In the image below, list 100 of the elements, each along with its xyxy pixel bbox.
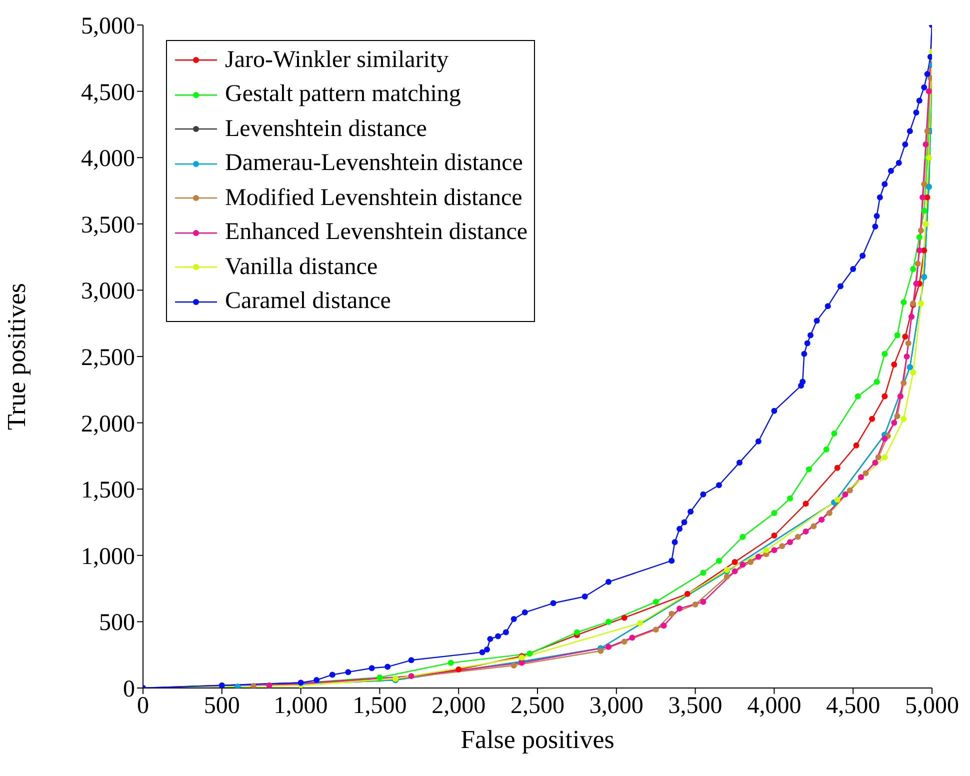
point	[510, 616, 517, 622]
point	[824, 303, 831, 310]
point	[913, 280, 920, 287]
y-tick-label: 2,000	[81, 411, 135, 438]
legend-label: Damerau-Levenshtein distance	[225, 150, 523, 178]
point	[755, 438, 762, 444]
point	[652, 626, 659, 633]
y-tick-label: 3,000	[81, 278, 135, 305]
point	[927, 54, 932, 60]
point	[652, 598, 659, 605]
legend-label: Jaro-Winkler similarity	[225, 46, 449, 74]
point	[456, 666, 462, 672]
point	[916, 247, 922, 254]
point	[800, 378, 806, 385]
point	[910, 369, 916, 376]
point	[918, 300, 924, 306]
point	[916, 98, 922, 104]
point	[368, 665, 375, 672]
y-tick-label: 1,500	[81, 478, 135, 504]
point	[522, 609, 528, 616]
y-axis-title: True positives	[2, 282, 32, 430]
point	[668, 610, 675, 617]
legend-label: Levenshtein distance	[225, 116, 427, 143]
point	[716, 558, 722, 564]
point	[250, 683, 256, 688]
point	[910, 266, 916, 272]
point	[900, 299, 907, 306]
y-tick-label: 500	[99, 610, 135, 636]
legend-label: Caramel distance	[225, 288, 391, 316]
point	[692, 601, 698, 608]
point	[914, 260, 921, 267]
point	[794, 534, 801, 540]
point	[922, 141, 929, 148]
point	[902, 334, 908, 340]
point	[621, 614, 628, 621]
x-tick-label: 2,500	[510, 693, 564, 720]
point	[818, 516, 825, 523]
legend-label: Gestalt pattern matching	[225, 81, 461, 108]
point	[900, 380, 907, 386]
point	[716, 482, 722, 488]
point	[448, 660, 454, 666]
x-tick-label: 5,000	[905, 693, 959, 720]
point	[684, 590, 690, 597]
point	[882, 454, 888, 460]
x-tick-label: 3,500	[668, 693, 722, 720]
point	[921, 208, 928, 214]
legend-label: Modified Levenshtein distance	[225, 184, 522, 212]
point	[921, 181, 928, 188]
y-tick-label: 5,000	[81, 14, 135, 40]
point	[869, 416, 876, 422]
point	[629, 634, 636, 641]
point	[408, 657, 414, 664]
point	[550, 600, 556, 606]
point	[826, 510, 832, 516]
point	[724, 574, 730, 580]
point	[314, 677, 320, 684]
point	[681, 519, 688, 526]
point	[598, 648, 604, 654]
point	[801, 350, 808, 357]
point	[804, 340, 810, 346]
point	[668, 558, 675, 564]
y-tick-label: 4,000	[81, 146, 135, 172]
point	[906, 128, 913, 134]
point	[920, 194, 926, 200]
point	[484, 646, 490, 653]
point	[574, 629, 580, 636]
point	[875, 454, 882, 460]
point	[487, 636, 494, 642]
point	[740, 534, 746, 540]
point	[495, 633, 502, 640]
point	[732, 568, 738, 574]
y-tick-label: 1,000	[81, 544, 135, 570]
y-tick-label: 4,500	[81, 80, 135, 106]
point	[763, 547, 770, 554]
point	[872, 460, 878, 466]
point	[882, 436, 888, 442]
point	[834, 464, 840, 471]
point	[823, 446, 830, 452]
point	[621, 638, 628, 645]
point	[837, 283, 844, 290]
point	[732, 559, 738, 566]
point	[810, 523, 817, 530]
point	[582, 594, 588, 600]
point	[831, 430, 838, 436]
point	[858, 474, 864, 480]
point	[408, 673, 414, 680]
x-axis-title: False positives	[460, 725, 614, 754]
point	[637, 620, 644, 626]
point	[882, 181, 888, 188]
point	[700, 598, 706, 605]
point	[902, 141, 908, 148]
point	[918, 228, 924, 234]
point	[921, 84, 928, 90]
point	[916, 234, 922, 240]
legend-label: Vanilla distance	[225, 254, 378, 281]
point	[510, 662, 517, 668]
point	[526, 650, 533, 657]
y-tick-label: 2,500	[81, 345, 135, 372]
point	[384, 664, 391, 670]
point	[882, 350, 888, 357]
